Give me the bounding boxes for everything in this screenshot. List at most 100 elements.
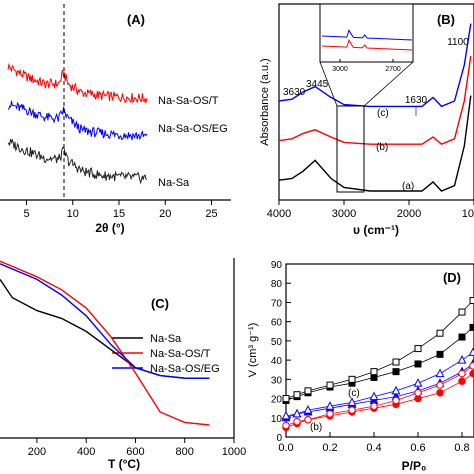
panel-d-point-3-3 bbox=[325, 401, 335, 410]
panel-c-tick-label-1000: 1000 bbox=[222, 446, 246, 458]
panel-d-point-1-7 bbox=[414, 345, 422, 353]
panel-d-point-4-9 bbox=[458, 377, 466, 385]
panel-b-series-b bbox=[278, 55, 472, 146]
panel-c-series-na-sa-os-eg bbox=[0, 263, 210, 379]
panel-d-point-5-7 bbox=[414, 389, 422, 397]
panel-d: (D) V (cm³ g⁻¹) 0 10 20 30 40 50 60 70 80 90 0.0 0.… bbox=[247, 260, 474, 473]
panel-d-ticks: 0 10 20 30 40 50 60 70 80 90 0.0 0.2 0.4 0.6 0.8 bbox=[271, 260, 470, 454]
panel-d-point-5-9 bbox=[458, 369, 466, 378]
panel-a-tick-label-25: 25 bbox=[205, 208, 217, 220]
panel-d-point-5-3 bbox=[326, 410, 334, 418]
panel-b-y-label: Absorbance (a.u.) bbox=[259, 58, 271, 145]
panel-d-xtick-label-0.8: 0.8 bbox=[454, 442, 469, 454]
panel-d-point-1-0 bbox=[282, 395, 290, 403]
panel-d-point-4-8 bbox=[436, 389, 444, 397]
panel-b-curve-label-b: (b) bbox=[376, 142, 388, 153]
panel-d-point-1-2 bbox=[304, 387, 312, 395]
legend-label-na-sa: Na-Sa bbox=[150, 333, 182, 345]
panel-b-curve-label-a: (a) bbox=[402, 181, 414, 192]
panel-d-xtick-label-0.6: 0.6 bbox=[410, 442, 425, 454]
panel-d-point-0-8 bbox=[436, 350, 444, 358]
panel-d-point-1-4 bbox=[348, 375, 356, 383]
panel-b-inset-frame bbox=[319, 3, 414, 63]
panel-a-label-eg: Na-Sa-OS/EG bbox=[158, 123, 228, 135]
panel-c-x-label: T (°C) bbox=[108, 457, 140, 471]
panel-b-inset-tick-label-2: 2700 bbox=[385, 66, 401, 73]
panel-c-tick-label-200: 200 bbox=[28, 446, 46, 458]
panel-c-curves bbox=[0, 260, 210, 426]
panel-d-xtick-label-0.4: 0.4 bbox=[366, 442, 381, 454]
panel-b-x-label: υ (cm⁻¹) bbox=[353, 223, 399, 237]
panel-d-point-3-9 bbox=[457, 355, 467, 364]
panel-b-curves bbox=[278, 23, 472, 192]
panel-c-x-ticks: 200 400 600 800 1000 bbox=[28, 438, 246, 458]
panel-d-ytick-label-90: 90 bbox=[271, 260, 283, 271]
panel-d-xtick-label-0.0: 0.0 bbox=[278, 442, 293, 454]
panel-a-series-na-sa-os-eg bbox=[7, 100, 148, 141]
panel-d-series bbox=[281, 297, 474, 432]
panel-c-tick-label-400: 400 bbox=[77, 446, 95, 458]
panel-d-point-1-10 bbox=[469, 297, 474, 305]
panel-d-point-1-1 bbox=[293, 391, 301, 399]
panel-d-point-5-10 bbox=[469, 362, 474, 370]
panel-d-point-1-3 bbox=[326, 381, 334, 389]
panel-a-label-t: Na-Sa-OS/T bbox=[158, 95, 219, 107]
panel-a-tick-label-5: 5 bbox=[23, 208, 29, 220]
panel-b-inset-series-1 bbox=[321, 38, 413, 51]
panel-b-inset-tick-label-1: 3000 bbox=[332, 66, 348, 73]
panel-c-tick-label-600: 600 bbox=[126, 446, 144, 458]
panel-b-curve-label-c: (c) bbox=[377, 108, 389, 119]
panel-d-ytick-label-10: 10 bbox=[271, 414, 283, 425]
panel-b-inset-series-0 bbox=[321, 28, 413, 41]
panel-d-point-0-5 bbox=[370, 373, 378, 381]
panel-d-ytick-label-60: 60 bbox=[271, 318, 283, 329]
panel-d-ytick-label-80: 80 bbox=[271, 279, 283, 290]
panel-c-series-na-sa-os-t bbox=[0, 260, 210, 426]
panel-d-point-4-10 bbox=[469, 369, 474, 378]
panel-d-point-3-4 bbox=[347, 397, 357, 406]
panel-d-point-3-10 bbox=[468, 347, 474, 356]
panel-a-tick-label-10: 10 bbox=[67, 208, 79, 220]
panel-d-ytick-label-30: 30 bbox=[271, 375, 283, 386]
panel-d-point-0-7 bbox=[414, 360, 422, 368]
panel-b-series-c bbox=[278, 23, 472, 108]
panel-d-point-5-4 bbox=[348, 406, 356, 414]
panel-b-letter: (B) bbox=[437, 12, 455, 27]
panel-d-ytick-label-40: 40 bbox=[271, 356, 283, 367]
panel-b-tick-label-4000: 4000 bbox=[267, 208, 291, 220]
panel-d-point-5-8 bbox=[436, 381, 444, 389]
panel-b-peak-3445: 3445 bbox=[306, 79, 329, 90]
panel-d-curve-label-b: (b) bbox=[310, 422, 322, 433]
panel-d-letter: (D) bbox=[443, 270, 461, 285]
panel-b-inset-curves bbox=[321, 28, 413, 51]
panel-d-point-1-6 bbox=[392, 358, 400, 366]
panel-a-series-na-sa bbox=[7, 138, 148, 185]
panel-d-point-3-1 bbox=[292, 408, 302, 418]
panel-a-tick-label-15: 15 bbox=[113, 208, 125, 220]
panel-b-connector-1 bbox=[319, 61, 338, 107]
panel-d-ytick-label-70: 70 bbox=[271, 298, 283, 309]
panel-d-ytick-label-20: 20 bbox=[271, 395, 283, 406]
panel-a-tick-label-20: 20 bbox=[159, 208, 171, 220]
panel-b-peak-3630: 3630 bbox=[283, 87, 306, 98]
panel-d-point-1-9 bbox=[458, 308, 466, 316]
panel-b-highlight-box bbox=[336, 105, 365, 193]
panel-b-tick-label-1000: 1000 bbox=[462, 208, 474, 220]
panel-d-curve-label-c: (c) bbox=[348, 388, 360, 399]
panel-a-letter: (A) bbox=[127, 12, 145, 27]
panel-d-point-3-7 bbox=[413, 378, 423, 387]
panel-b-tick-label-3000: 3000 bbox=[332, 208, 356, 220]
panel-d-point-0-10 bbox=[469, 323, 474, 331]
panel-a-x-ticks: 5 10 15 20 25 bbox=[23, 200, 218, 220]
panel-d-point-3-2 bbox=[303, 404, 313, 414]
panel-b-connector-2 bbox=[363, 61, 414, 107]
panel-c-letter: (C) bbox=[151, 296, 169, 311]
panel-d-frame bbox=[285, 263, 474, 438]
panel-c-tick-label-800: 800 bbox=[176, 446, 194, 458]
legend-label-os-eg: Na-Sa-OS/EG bbox=[150, 363, 220, 375]
panel-d-point-5-2 bbox=[304, 416, 312, 424]
panel-b-series-a bbox=[278, 95, 472, 192]
panel-a-curves bbox=[7, 62, 148, 185]
panel-d-point-1-8 bbox=[436, 329, 444, 337]
panel-d-point-5-1 bbox=[293, 417, 301, 426]
